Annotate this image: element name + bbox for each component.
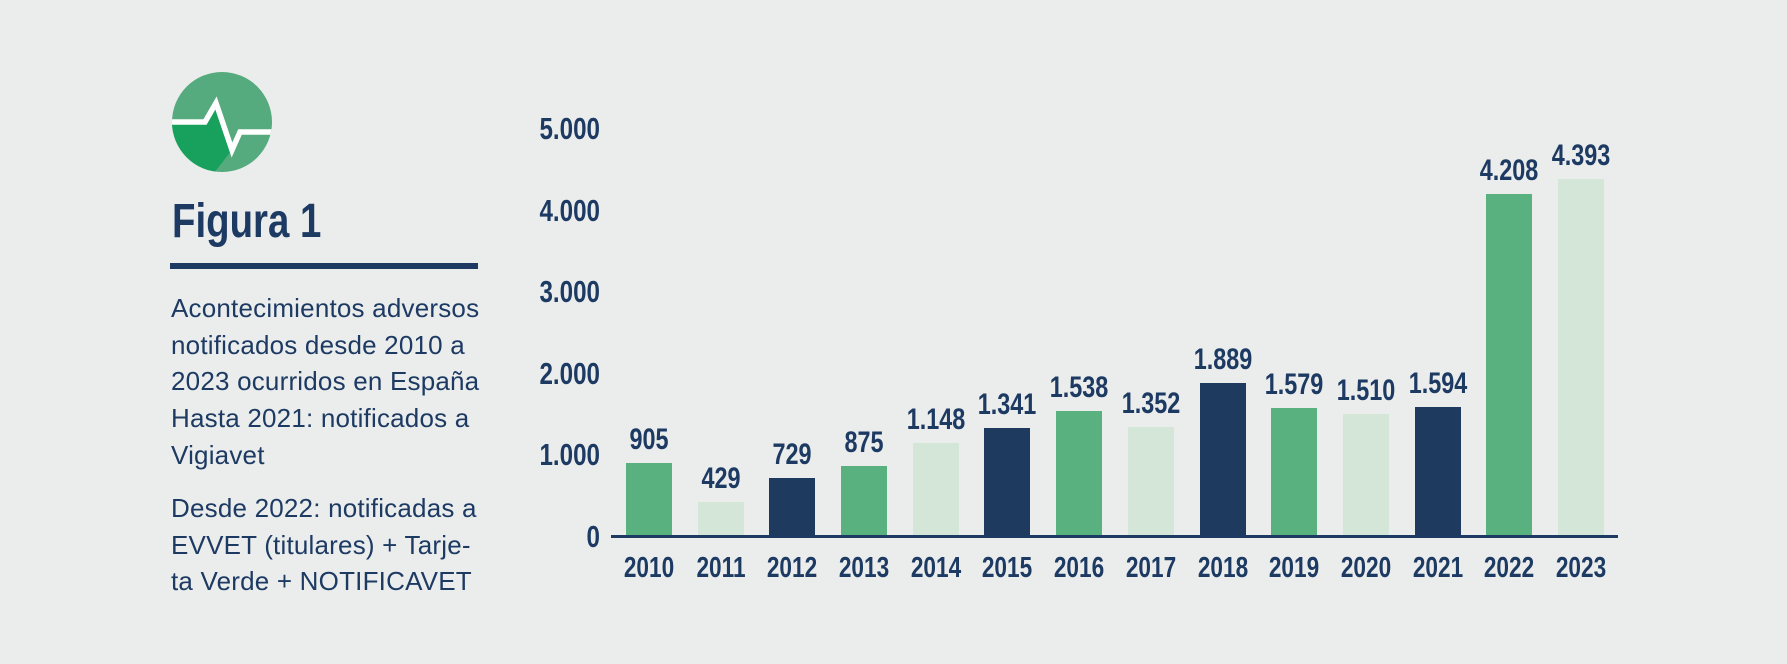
- bar-value-label: 4.393: [1551, 138, 1611, 172]
- bar-2018: [1199, 382, 1246, 537]
- y-axis-tick-label: 4.000: [539, 192, 600, 228]
- pulse-icon: [172, 72, 272, 172]
- pulse-icon-svg: [172, 72, 272, 172]
- x-axis-label: 2013: [838, 552, 890, 584]
- x-axis-label: 2010: [623, 552, 674, 584]
- y-axis-tick-label: 2.000: [539, 355, 600, 391]
- bar-2014: [912, 443, 959, 537]
- x-axis-label: 2021: [1412, 552, 1463, 584]
- x-axis-label: 2012: [767, 552, 818, 584]
- x-axis-label: 2017: [1125, 552, 1176, 584]
- figure-note-evvet: Desde 2022: notificadas a EVVET (titular…: [171, 493, 477, 596]
- x-axis-label: 2020: [1340, 552, 1392, 584]
- y-axis-tick-label: 3.000: [539, 274, 600, 310]
- bar-2022: [1486, 193, 1533, 537]
- bar-2011: [697, 501, 744, 537]
- x-axis-label: 2011: [696, 552, 746, 584]
- bar-2020: [1343, 413, 1389, 537]
- x-axis-label: 2022: [1484, 552, 1535, 584]
- x-axis-label: 2019: [1269, 552, 1320, 584]
- bar-value-label: 4.208: [1480, 153, 1539, 187]
- x-axis-label: 2018: [1197, 552, 1248, 584]
- bar-value-label: 1.341: [978, 387, 1037, 421]
- y-axis-tick-label: 0: [586, 519, 600, 554]
- x-axis-label: 2015: [982, 552, 1033, 584]
- bar-2017: [1127, 426, 1174, 537]
- x-axis-label: 2023: [1555, 552, 1607, 584]
- bar-value-label: 1.594: [1408, 366, 1467, 400]
- bar-2012: [769, 477, 816, 537]
- bar-value-label: 429: [701, 461, 741, 495]
- x-axis-label: 2014: [910, 552, 961, 584]
- y-axis-tick-label: 5.000: [539, 111, 600, 146]
- bar-value-label: 875: [844, 425, 884, 459]
- bar-2023: [1558, 178, 1605, 537]
- bar-2019: [1271, 408, 1318, 537]
- bar-2016: [1056, 411, 1103, 537]
- figure-title: Figura 1: [172, 195, 322, 248]
- figure-note-vigiavet: Hasta 2021: notificados a Vigiavet: [171, 403, 470, 470]
- bar-value-label: 1.538: [1049, 371, 1109, 405]
- axis-baseline: [611, 535, 1618, 538]
- bar-2021: [1414, 406, 1461, 537]
- figure-description: Acontecimientos adversos notificados des…: [171, 293, 480, 396]
- bar-value-label: 1.148: [906, 403, 965, 437]
- bar-2015: [984, 427, 1031, 537]
- x-axis-label: 2016: [1053, 552, 1105, 584]
- bar-value-label: 729: [772, 437, 812, 471]
- bar-value-label: 905: [629, 423, 669, 457]
- bar-value-label: 1.352: [1121, 386, 1181, 420]
- bar-value-label: 1.579: [1264, 368, 1324, 402]
- bar-2013: [841, 465, 887, 537]
- title-divider: [170, 263, 478, 269]
- bar-2010: [625, 463, 672, 537]
- bar-value-label: 1.510: [1336, 373, 1396, 407]
- bar-value-label: 1.889: [1193, 342, 1252, 376]
- y-axis-tick-label: 1.000: [539, 437, 600, 473]
